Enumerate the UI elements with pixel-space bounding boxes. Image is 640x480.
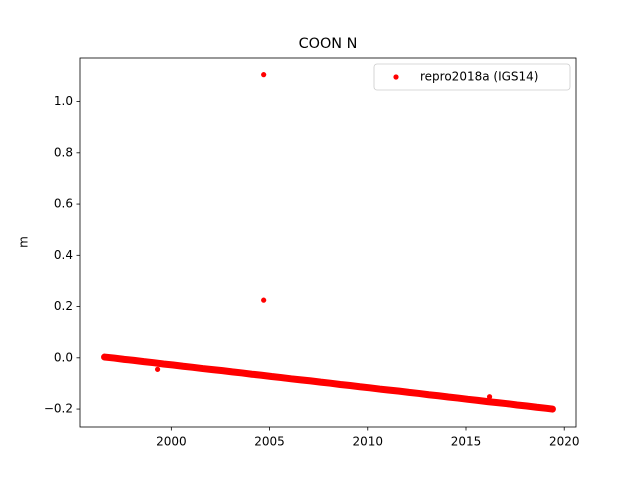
- point: [396, 388, 402, 394]
- point: [219, 368, 226, 374]
- y-tick-label: 0.8: [54, 145, 73, 159]
- point: [524, 403, 530, 409]
- y-tick-label: 0.2: [54, 299, 73, 313]
- point: [239, 370, 245, 376]
- point: [347, 382, 353, 389]
- point: [549, 406, 556, 412]
- point: [154, 366, 161, 372]
- point: [298, 377, 304, 383]
- point: [416, 390, 422, 397]
- point: [308, 378, 314, 384]
- legend-box: [373, 63, 571, 91]
- point: [229, 369, 235, 375]
- point: [435, 393, 442, 399]
- point: [426, 392, 432, 398]
- y-axis-label: m: [17, 236, 31, 248]
- point: [249, 371, 255, 377]
- point: [160, 361, 167, 367]
- x-tick-label: 2010: [353, 435, 384, 449]
- point: [337, 381, 343, 388]
- point: [261, 72, 267, 78]
- point: [261, 297, 267, 303]
- point: [101, 354, 108, 360]
- y-tick-label: 0.4: [54, 248, 73, 262]
- point: [455, 395, 461, 401]
- y-tick-label: −0.2: [44, 402, 73, 416]
- point: [357, 384, 363, 390]
- point: [534, 404, 540, 410]
- x-tick-label: 2005: [254, 435, 285, 449]
- point: [494, 400, 501, 406]
- x-tick-label: 2015: [451, 435, 482, 449]
- point: [268, 373, 275, 380]
- point: [386, 387, 392, 393]
- point: [376, 386, 383, 392]
- point: [514, 402, 520, 408]
- point: [486, 394, 493, 400]
- point: [543, 405, 550, 411]
- plot-frame: [79, 57, 577, 428]
- y-tick-label: 0.6: [54, 197, 73, 211]
- point: [465, 396, 471, 402]
- point: [209, 367, 216, 373]
- point: [151, 360, 157, 366]
- point: [406, 389, 412, 396]
- chart-title: COON N: [299, 36, 358, 52]
- point: [504, 401, 510, 407]
- point: [259, 372, 265, 378]
- point: [475, 397, 481, 403]
- point: [327, 380, 334, 386]
- point: [445, 394, 451, 400]
- point: [141, 359, 147, 365]
- point: [200, 365, 206, 372]
- point: [318, 379, 324, 385]
- point: [367, 385, 373, 391]
- legend-label: repro2018a (IGS14): [420, 70, 538, 84]
- point: [121, 356, 127, 362]
- y-tick-label: 1.0: [54, 94, 73, 108]
- point: [170, 362, 176, 368]
- x-tick-label: 2020: [549, 435, 580, 449]
- point: [131, 357, 137, 363]
- point: [288, 376, 294, 382]
- point: [278, 374, 284, 381]
- y-tick-label: 0.0: [54, 350, 73, 364]
- legend-marker: [393, 74, 399, 80]
- point: [180, 363, 186, 369]
- point: [190, 364, 196, 370]
- point: [485, 399, 491, 405]
- x-tick-label: 2000: [156, 435, 187, 449]
- point: [111, 355, 117, 361]
